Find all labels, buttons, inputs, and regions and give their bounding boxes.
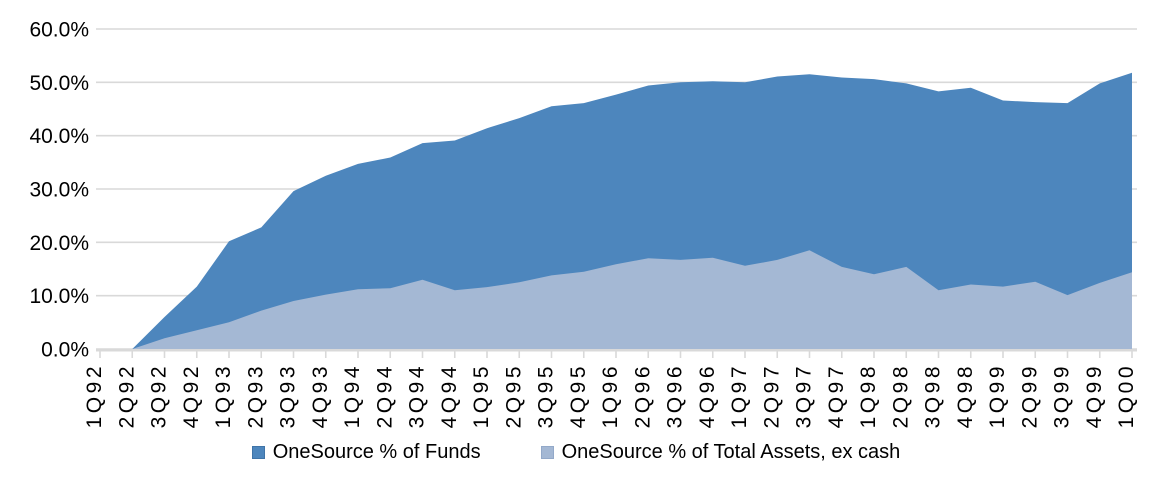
x-axis-label: 2Q99 <box>1018 363 1041 428</box>
x-axis-label: 4Q93 <box>309 363 332 428</box>
y-axis-label: 0.0% <box>41 339 89 362</box>
x-axis-label: 1Q92 <box>83 363 106 428</box>
x-axis-label: 3Q98 <box>922 363 945 428</box>
y-axis-label: 50.0% <box>29 72 89 95</box>
x-axis-label: 2Q93 <box>244 363 267 428</box>
x-axis-label: 4Q92 <box>180 363 203 428</box>
chart-plot-area: 0.0% 10.0% 20.0% 30.0% 40.0% 50.0% 60.0% 1Q92 2Q… <box>29 19 1138 429</box>
x-axis-label: 4Q97 <box>825 363 848 428</box>
x-axis-label: 1Q97 <box>728 363 751 428</box>
legend-item-funds: OneSource % of Funds <box>251 441 481 463</box>
y-axis-label: 10.0% <box>29 285 89 308</box>
x-axis-label: 4Q96 <box>696 363 719 428</box>
legend-label-funds: OneSource % of Funds <box>272 441 481 463</box>
x-axis-label: 3Q92 <box>148 363 171 428</box>
legend-swatch-funds-icon <box>251 445 265 459</box>
x-axis-label: 2Q94 <box>373 363 396 428</box>
x-axis-label: 2Q92 <box>115 363 138 428</box>
x-axis-label: 2Q95 <box>502 363 525 428</box>
x-axis-label: 1Q99 <box>986 363 1009 428</box>
x-axis-label: 2Q97 <box>760 363 783 428</box>
assets-area <box>100 250 1132 349</box>
x-axis-label: 1Q98 <box>857 363 880 428</box>
legend-swatch-assets-icon <box>540 445 554 459</box>
chart-legend: OneSource % of Funds OneSource % of Tota… <box>0 442 1152 462</box>
x-axis-label: 3Q99 <box>1051 363 1074 428</box>
y-axis-label: 20.0% <box>29 232 89 255</box>
y-axis-label: 30.0% <box>29 179 89 202</box>
x-axis-label: 3Q94 <box>406 363 429 428</box>
legend-item-assets: OneSource % of Total Assets, ex cash <box>540 441 901 463</box>
x-axis-label: 3Q95 <box>535 363 558 428</box>
legend-label-assets: OneSource % of Total Assets, ex cash <box>561 441 901 463</box>
x-axis-label: 3Q97 <box>793 363 816 428</box>
x-axis-label: 4Q94 <box>438 363 461 428</box>
x-axis-label: 4Q99 <box>1083 363 1106 428</box>
x-axis-label: 1Q94 <box>341 363 364 428</box>
x-axis-label: 4Q98 <box>954 363 977 428</box>
x-axis-label: 2Q96 <box>631 363 654 428</box>
x-axis-label: 3Q96 <box>664 363 687 428</box>
y-axis-label: 40.0% <box>29 125 89 148</box>
x-axis-label: 4Q95 <box>567 363 590 428</box>
x-axis-label: 1Q95 <box>470 363 493 428</box>
x-axis-label: 1Q96 <box>599 363 622 428</box>
x-axis-label: 3Q93 <box>277 363 300 428</box>
x-axis-label: 2Q98 <box>889 363 912 428</box>
y-axis-label: 60.0% <box>29 19 89 42</box>
x-axis-label: 1Q00 <box>1115 363 1138 428</box>
x-axis-label: 1Q93 <box>212 363 235 428</box>
